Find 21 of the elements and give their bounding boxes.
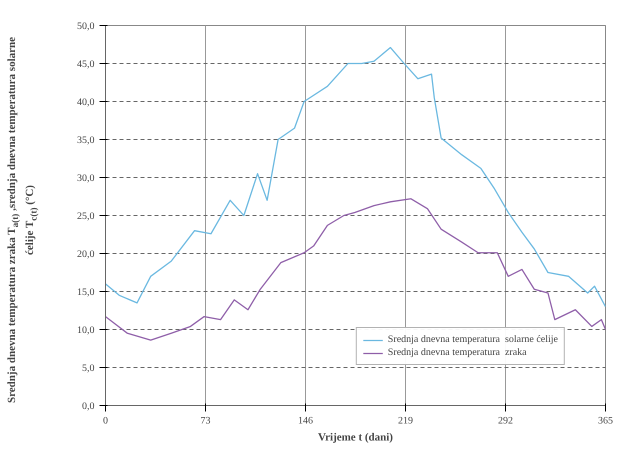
y-tick-label: 45,0 (77, 59, 94, 70)
x-tick-label: 0 (103, 416, 108, 426)
y-tick-label: 20,0 (77, 249, 94, 260)
x-tick-label: 365 (598, 416, 613, 426)
y-tick-label: 30,0 (77, 173, 94, 184)
legend-label: Srednja dnevna temperatura solarne ćelije (388, 334, 558, 345)
y-tick-label: 5,0 (82, 363, 94, 374)
line-series (106, 46, 606, 308)
x-tick-label: 292 (498, 416, 513, 426)
y-tick-label: 0,0 (82, 401, 94, 412)
y-tick-label: 10,0 (77, 325, 94, 336)
x-tick-label: 146 (298, 416, 313, 426)
y-tick-label: 35,0 (77, 135, 94, 146)
y-tick-label: 50,0 (77, 21, 94, 32)
x-tick-label: 219 (398, 416, 413, 426)
x-axis-title: Vrijeme t (dani) (318, 432, 394, 444)
x-tick-label: 73 (200, 416, 210, 426)
legend-label: Srednja dnevna temperatura zraka (388, 347, 527, 358)
y-tick-label: 25,0 (77, 211, 94, 222)
y-tick-label: 40,0 (77, 97, 94, 108)
y-tick-label: 15,0 (77, 287, 94, 298)
